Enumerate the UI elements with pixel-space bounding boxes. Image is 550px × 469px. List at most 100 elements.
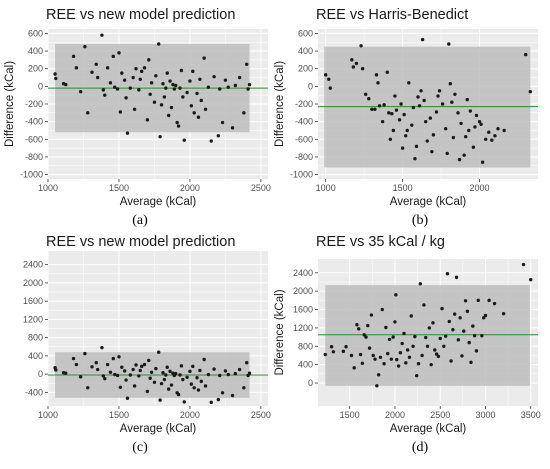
data-point xyxy=(245,62,249,66)
data-point xyxy=(438,336,442,341)
data-point xyxy=(352,366,356,370)
chart-title: REE vs new model prediction xyxy=(46,234,235,250)
y-tick-label: -800 xyxy=(25,152,43,162)
data-point xyxy=(418,282,423,286)
data-point xyxy=(467,340,471,345)
data-point xyxy=(86,386,90,390)
data-point xyxy=(469,360,473,365)
data-point xyxy=(158,134,162,139)
data-point xyxy=(323,352,327,357)
data-points xyxy=(323,37,533,164)
data-point xyxy=(117,355,121,359)
data-point xyxy=(378,355,383,360)
data-point xyxy=(209,400,213,405)
y-tick-label: 0 xyxy=(38,369,43,379)
data-point xyxy=(142,66,147,70)
data-point xyxy=(166,113,171,118)
data-point xyxy=(373,357,377,361)
y-tick-label: 1200 xyxy=(23,314,43,324)
data-point xyxy=(367,346,372,350)
data-point xyxy=(371,353,375,358)
data-point xyxy=(445,151,449,156)
data-point xyxy=(344,345,348,349)
data-point xyxy=(247,82,252,87)
data-point xyxy=(331,350,336,354)
data-points xyxy=(323,262,533,388)
data-point xyxy=(422,98,426,103)
chart-title: REE vs new model prediction xyxy=(46,7,235,23)
data-point xyxy=(492,301,497,306)
data-point xyxy=(95,75,100,80)
data-point xyxy=(376,373,381,377)
data-point xyxy=(125,131,130,135)
data-point xyxy=(363,92,368,96)
data-point xyxy=(113,372,117,377)
data-point xyxy=(86,111,90,115)
data-point xyxy=(147,58,151,62)
data-point xyxy=(53,72,57,76)
data-point xyxy=(139,69,144,74)
panel-caption: (b) xyxy=(412,213,429,228)
data-point xyxy=(474,113,479,118)
data-point xyxy=(400,146,405,150)
data-point xyxy=(358,352,363,357)
data-point xyxy=(327,77,331,81)
data-point xyxy=(132,384,137,388)
data-point xyxy=(101,88,106,92)
data-point xyxy=(394,293,398,297)
data-point xyxy=(203,384,208,388)
data-point xyxy=(362,333,366,337)
data-point xyxy=(198,368,202,373)
y-tick-label: -400 xyxy=(25,117,43,127)
data-point xyxy=(389,357,394,361)
data-point xyxy=(157,350,161,354)
data-point xyxy=(157,42,161,46)
data-point xyxy=(477,119,482,124)
panel-caption: (a) xyxy=(132,213,148,228)
data-point xyxy=(71,54,76,59)
data-point xyxy=(402,112,406,117)
data-point xyxy=(416,362,421,366)
y-tick-label: 800 xyxy=(298,341,313,351)
data-point xyxy=(189,104,194,108)
data-point xyxy=(413,334,417,339)
data-point xyxy=(460,354,464,358)
panel-caption: (c) xyxy=(132,440,148,455)
data-point xyxy=(189,382,194,386)
data-point xyxy=(433,348,437,352)
data-point xyxy=(237,367,242,372)
data-point xyxy=(493,134,497,138)
data-point xyxy=(453,92,457,96)
data-point xyxy=(366,323,370,328)
x-tick-label: 1500 xyxy=(340,410,360,420)
data-point xyxy=(423,119,428,124)
data-point xyxy=(420,353,424,358)
data-point xyxy=(490,138,494,142)
data-point xyxy=(159,103,164,107)
data-point xyxy=(457,157,462,162)
x-tick-label: 1000 xyxy=(38,410,58,420)
data-point xyxy=(64,371,68,375)
chart-panel-2: 1000 1500 2000 2500 -400 0 400 800 1200 1600 2000 2… xyxy=(23,234,271,455)
y-tick-label: 200 xyxy=(28,64,43,74)
data-point xyxy=(247,371,252,375)
data-point xyxy=(385,70,389,74)
data-point xyxy=(90,70,94,74)
y-tick-label: 600 xyxy=(28,28,43,38)
data-point xyxy=(404,361,408,365)
data-point xyxy=(115,87,120,91)
data-point xyxy=(431,133,436,137)
data-point xyxy=(138,77,142,81)
data-point xyxy=(370,107,374,111)
data-point xyxy=(174,371,178,376)
data-point xyxy=(188,369,192,374)
data-point xyxy=(154,366,158,371)
x-tick-label: 2000 xyxy=(385,410,405,420)
data-point xyxy=(483,313,488,318)
data-point xyxy=(154,74,158,78)
chart-panel-3: 1500 2000 2500 3000 3500 0 400 800 1200 1600 2000 2… xyxy=(274,234,541,455)
data-point xyxy=(139,364,144,369)
data-point xyxy=(169,383,174,387)
data-point xyxy=(456,338,461,342)
y-tick-label: 0 xyxy=(38,81,43,91)
